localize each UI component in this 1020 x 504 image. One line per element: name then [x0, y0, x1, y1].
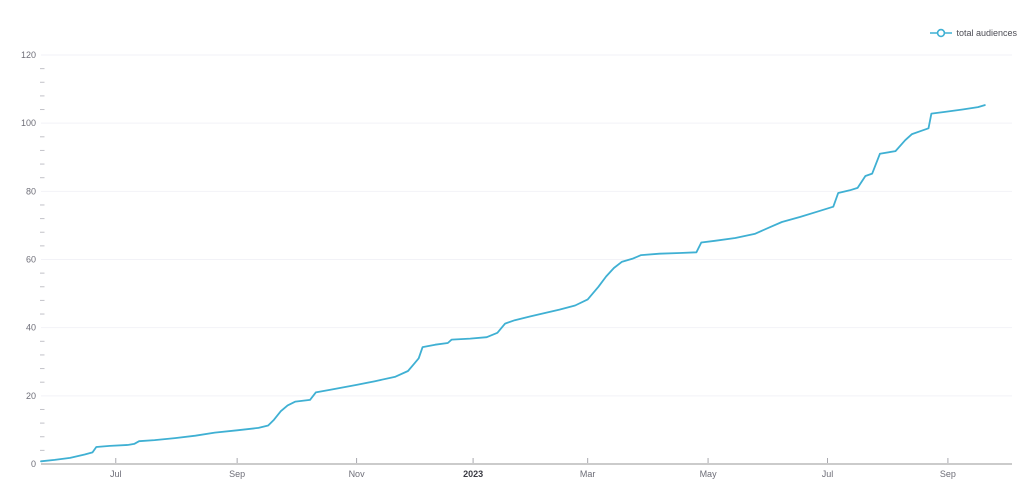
y-axis-label-40: 40 [26, 323, 36, 333]
x-axis-label-Nov: Nov [349, 469, 366, 479]
legend-line-circle-icon [930, 28, 953, 38]
x-axis-label-Sep: Sep [229, 469, 245, 479]
series-line-total-audiences[interactable] [40, 104, 986, 463]
y-axis-label-80: 80 [26, 186, 36, 196]
y-axis-label-0: 0 [31, 459, 36, 469]
x-axis-label-Jul: Jul [822, 469, 834, 479]
x-axis-label-Sep: Sep [940, 469, 956, 479]
legend-item-label: total audiences [956, 28, 1017, 38]
x-axis-label-May: May [700, 469, 718, 479]
y-axis-label-100: 100 [21, 118, 36, 128]
x-axis-label-Jul: Jul [110, 469, 122, 479]
y-axis-label-120: 120 [21, 50, 36, 60]
y-axis-label-60: 60 [26, 255, 36, 265]
x-axis-label-Mar: Mar [580, 469, 596, 479]
y-axis-label-20: 20 [26, 391, 36, 401]
legend-item-total-audiences[interactable]: total audiences [930, 27, 1017, 39]
x-axis-label-2023: 2023 [463, 469, 483, 479]
